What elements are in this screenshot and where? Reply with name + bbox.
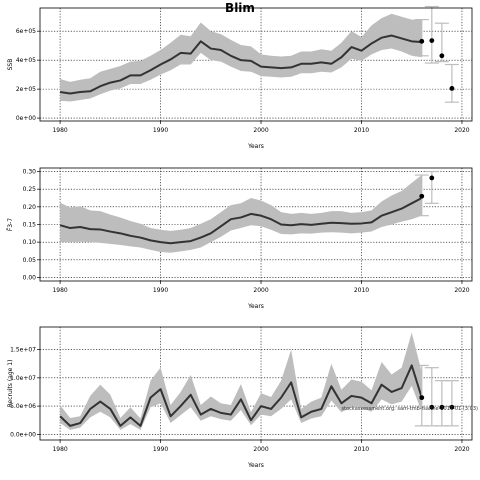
y-axis-label: F̄3-7: [7, 218, 14, 231]
projection-point: [439, 53, 445, 59]
confidence-band: [60, 175, 422, 253]
projection-point: [419, 38, 425, 44]
x-tick-label: 2010: [354, 446, 369, 453]
x-tick-label: 1990: [153, 127, 168, 134]
estimate-line: [59, 364, 423, 427]
y-tick-label: 0.0e+00: [10, 431, 36, 438]
x-tick-label: 1990: [153, 287, 168, 294]
x-tick-label: 1980: [52, 446, 67, 453]
x-tick-label: 2010: [354, 127, 369, 134]
y-tick-label: 0.20: [23, 204, 37, 211]
source-annotation: stockassessment.org: sam-tmb-fsaithe-201…: [342, 406, 479, 412]
projection-point: [429, 38, 435, 43]
x-tick-label: 1980: [52, 287, 67, 294]
projection-point: [419, 395, 425, 401]
plot-frame: [39, 326, 473, 441]
estimate-line: [59, 197, 423, 245]
y-tick-label: 4e+05: [16, 57, 36, 64]
y-tick-label: 0.05: [23, 257, 37, 264]
x-tick-label: 2000: [253, 446, 268, 453]
y-tick-label: 6e+05: [16, 28, 36, 35]
x-tick-label: 1980: [52, 127, 67, 134]
x-axis-label: Years: [247, 462, 264, 469]
ssb-panel: 1980 1990 2000 2010 2020 0e+00 2e+05 4e+05 6e+05…: [7, 5, 473, 150]
confidence-band: [60, 13, 422, 102]
x-tick-label: 2020: [454, 127, 469, 134]
x-tick-label: 2000: [253, 287, 268, 294]
x-tick-label: 2000: [253, 127, 268, 134]
x-tick-label: 1990: [153, 446, 168, 453]
recruits-panel: 1980 1990 2000 2010 2020 0.0e+00 5.0e+06 1.0e+0…: [7, 326, 473, 469]
plot-frame: [39, 7, 473, 122]
projection-point: [449, 404, 455, 410]
projection-point: [449, 86, 455, 91]
y-tick-label: 1.5e+07: [10, 347, 36, 354]
y-tick-label: 2e+05: [16, 86, 36, 93]
y-axis-label: SSB: [7, 59, 14, 71]
y-tick-label: 1.0e+07: [10, 375, 36, 382]
x-axis-label: Years: [247, 303, 264, 310]
projection-point: [419, 193, 425, 199]
y-tick-label: 0.00: [23, 274, 37, 281]
fbar-panel: 1980 1990 2000 2010 2020 0.00 0.05 0.10 0.15 0.20…: [7, 167, 473, 310]
projection-point: [439, 404, 445, 410]
y-axis-label: Recruits (age 1): [7, 360, 14, 408]
x-tick-label: 2020: [454, 446, 469, 453]
y-tick-label: 5.0e+06: [10, 403, 36, 410]
y-tick-label: 0.30: [23, 169, 37, 176]
x-axis-label: Years: [247, 143, 264, 150]
confidence-band: [60, 332, 422, 430]
y-tick-label: 0.15: [23, 222, 37, 229]
estimate-line: [59, 34, 422, 95]
x-tick-label: 2010: [354, 287, 369, 294]
y-tick-label: 0e+00: [16, 115, 36, 122]
y-tick-label: 0.25: [23, 186, 37, 193]
y-tick-label: 0.10: [23, 239, 37, 246]
projection-point: [429, 175, 435, 181]
x-tick-label: 2020: [454, 287, 469, 294]
projection-point: [429, 404, 435, 410]
